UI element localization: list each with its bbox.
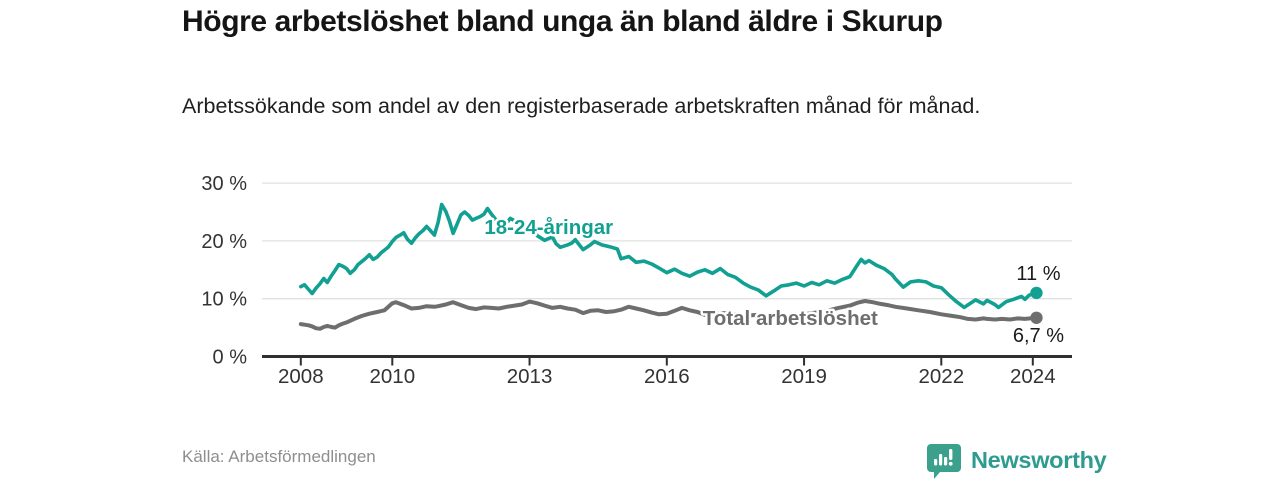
page-title: Högre arbetslöshet bland unga än bland ä…	[182, 5, 943, 38]
series-end-dot	[1030, 311, 1043, 324]
y-tick-label: 0 %	[213, 347, 248, 369]
page-subtitle: Arbetssökande som andel av den registerb…	[182, 94, 981, 118]
newsworthy-chart-bubble-icon	[927, 443, 961, 479]
x-tick-label: 2019	[781, 365, 827, 388]
x-tick-label: 2013	[507, 365, 553, 388]
series-end-dot	[1030, 286, 1043, 300]
y-tick-label: 10 %	[201, 289, 247, 311]
brand-logo: Newsworthy	[926, 441, 1107, 479]
x-tick-label: 2010	[369, 365, 415, 388]
series-line-18-24-åringar	[298, 202, 1039, 310]
series-end-value-label: 6,7 %	[1013, 325, 1064, 347]
series-end-value-label: 11 %	[1016, 263, 1060, 285]
x-tick-label: 2022	[918, 365, 964, 388]
series-inline-label: Total arbetslöshet	[703, 307, 878, 330]
y-tick-label: 20 %	[201, 231, 247, 253]
source-note: Källa: Arbetsförmedlingen	[182, 447, 376, 466]
series-line-total-arbetslöshet	[298, 299, 1039, 331]
x-tick-label: 2016	[644, 365, 690, 388]
brand-name: Newsworthy	[971, 446, 1107, 473]
series-inline-label: 18-24-åringar	[484, 216, 613, 239]
x-tick-label: 2008	[278, 365, 324, 388]
y-tick-label: 30 %	[201, 173, 247, 195]
x-tick-label: 2024	[1010, 365, 1056, 388]
